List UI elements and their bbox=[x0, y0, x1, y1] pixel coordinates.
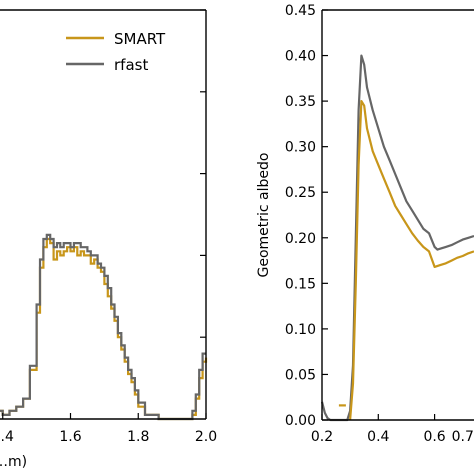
right-series-layer bbox=[320, 54, 474, 422]
right-y-tick-label: 0.40 bbox=[285, 49, 316, 65]
right-y-tick-label: 0.05 bbox=[285, 367, 316, 383]
right-y-tick-label: 0.35 bbox=[285, 94, 316, 110]
left-x-tick-label: 1.8 bbox=[127, 429, 149, 445]
right-y-tick-label: 0.30 bbox=[285, 140, 316, 156]
right-y-tick-label: 0.00 bbox=[285, 413, 316, 429]
right-series-line-rfast-0 bbox=[320, 54, 474, 422]
left-x-axis-label: …m) bbox=[0, 454, 27, 470]
left-axes-layer: 1.41.61.82.01.2…m) bbox=[0, 9, 217, 470]
right-y-axis-label: Geometric albedo bbox=[256, 153, 272, 278]
right-y-tick-label: 0.15 bbox=[285, 276, 316, 292]
right-axes-layer: 0.00 0.05 0.10 0.15 0.20 0.25 0.30 0.35 0.40 0.45… bbox=[256, 3, 474, 445]
left-x-tick-label: 1.6 bbox=[59, 429, 81, 445]
right-panel: 0.00 0.05 0.10 0.15 0.20 0.25 0.30 0.35 0.40 0.45… bbox=[256, 3, 474, 445]
right-x-tick-label: 0.2 bbox=[311, 429, 333, 445]
right-y-tick-label: 0.45 bbox=[285, 3, 316, 19]
legend: SMART rfast bbox=[66, 30, 166, 74]
right-x-tick-label: 0.6 bbox=[423, 429, 445, 445]
right-x-tick-label: 0.4 bbox=[367, 429, 389, 445]
left-series-layer bbox=[0, 233, 208, 421]
left-x-tick-label: 2.0 bbox=[195, 429, 217, 445]
right-y-tick-label: 0.10 bbox=[285, 322, 316, 338]
right-y-tick-label: 0.25 bbox=[285, 185, 316, 201]
legend-label-smart: SMART bbox=[114, 30, 166, 48]
right-y-tick-label: 0.20 bbox=[285, 231, 316, 247]
right-x-tick-label-partial: 0.7 bbox=[452, 429, 474, 445]
right-series-line-smart-1 bbox=[349, 100, 474, 421]
left-series-line-rfast bbox=[0, 233, 206, 421]
left-x-tick-label: 1.4 bbox=[0, 429, 14, 445]
legend-label-rfast: rfast bbox=[114, 56, 148, 74]
